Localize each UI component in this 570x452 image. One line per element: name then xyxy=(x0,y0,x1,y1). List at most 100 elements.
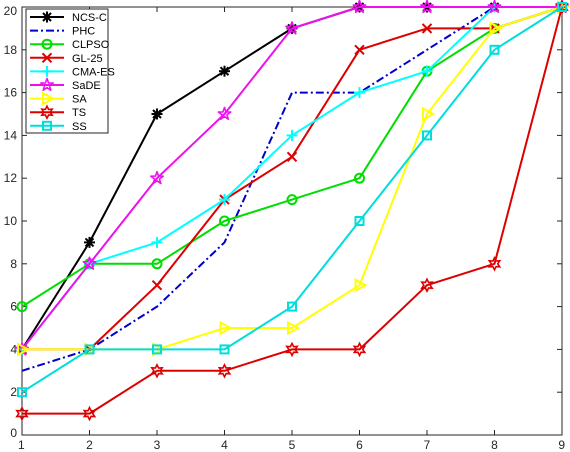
legend-marker xyxy=(40,104,54,121)
data-point-marker xyxy=(489,44,500,55)
y-tick-label: 0 xyxy=(10,426,17,440)
series-line xyxy=(21,6,563,394)
x-tick-label: 7 xyxy=(424,438,431,452)
y-tick-label: 16 xyxy=(4,86,18,100)
data-point-marker xyxy=(422,106,436,122)
series-ts xyxy=(15,0,569,422)
legend-item: PHC xyxy=(30,26,95,38)
series-line xyxy=(21,6,562,372)
y-tick-label: 8 xyxy=(10,257,17,271)
legend-label: TS xyxy=(72,107,86,119)
legend-item: SS xyxy=(30,120,87,133)
data-point-marker xyxy=(421,65,433,77)
legend-item: SaDE xyxy=(30,77,101,92)
y-tick-label: 18 xyxy=(4,43,18,57)
series-line xyxy=(21,6,563,308)
x-tick-label: 2 xyxy=(86,438,93,452)
data-point-marker xyxy=(422,130,432,141)
data-point-marker xyxy=(17,387,27,398)
y-tick-label: 10 xyxy=(4,214,18,228)
legend-marker xyxy=(41,11,53,23)
data-point-marker xyxy=(151,279,163,291)
legend-label: SA xyxy=(72,94,87,106)
data-point-marker xyxy=(219,320,233,336)
x-tick-label: 8 xyxy=(491,438,498,452)
legend-label: GL-25 xyxy=(72,53,103,65)
legend-label: CLPSO xyxy=(72,39,110,51)
x-tick-label: 5 xyxy=(289,438,296,452)
data-point-marker xyxy=(287,301,297,312)
legend-marker xyxy=(40,77,54,92)
data-point-marker xyxy=(150,170,164,185)
data-point-marker xyxy=(487,0,502,14)
data-point-marker xyxy=(219,344,230,355)
data-point-marker xyxy=(555,0,569,15)
x-tick-label: 6 xyxy=(356,438,363,452)
legend-marker xyxy=(42,91,56,106)
y-tick-label: 14 xyxy=(4,128,18,142)
data-point-marker xyxy=(151,108,163,120)
legend-item: GL-25 xyxy=(30,52,103,65)
y-tick-labels: 0 2 4 6 8 10 12 14 16 18 20 xyxy=(4,4,18,440)
data-point-marker xyxy=(286,194,298,206)
x-tick-label: 9 xyxy=(558,438,565,452)
data-point-marker xyxy=(151,236,163,248)
legend-label: SaDE xyxy=(72,80,101,92)
x-tick-labels: 1 2 3 4 5 6 7 8 9 xyxy=(18,438,565,452)
data-point-marker xyxy=(219,65,230,77)
legend-item: TS xyxy=(30,104,86,121)
data-point-marker xyxy=(487,255,502,272)
data-point-marker xyxy=(287,320,301,336)
data-point-marker xyxy=(286,129,298,141)
legend-label: PHC xyxy=(72,26,95,38)
series-phc xyxy=(21,6,562,372)
data-point-marker xyxy=(352,341,367,358)
y-tick-label: 20 xyxy=(4,4,18,18)
y-tick-label: 4 xyxy=(10,342,17,356)
series-ss xyxy=(17,2,567,398)
legend-label: NCS-C xyxy=(72,12,107,24)
data-point-marker xyxy=(82,405,97,422)
data-point-marker xyxy=(354,87,365,99)
data-point-marker xyxy=(354,44,365,56)
data-point-marker xyxy=(286,151,298,163)
legend-item: CMA-ES xyxy=(30,65,115,78)
y-tick-label: 12 xyxy=(4,171,18,185)
data-point-marker xyxy=(354,278,368,293)
data-point-marker xyxy=(219,194,230,206)
data-point-marker xyxy=(150,362,164,379)
data-point-marker xyxy=(151,258,163,270)
data-point-marker xyxy=(557,2,567,12)
data-point-marker xyxy=(420,277,434,294)
legend-label: SS xyxy=(72,121,87,133)
legend-marker xyxy=(41,65,53,77)
series-group xyxy=(15,0,570,422)
x-tick-label: 3 xyxy=(154,438,161,452)
data-point-marker xyxy=(421,23,433,34)
x-tick-label: 4 xyxy=(221,438,228,452)
data-point-marker xyxy=(219,215,230,227)
data-point-marker xyxy=(352,0,367,14)
data-point-marker xyxy=(217,362,232,379)
legend-item: SA xyxy=(30,91,87,106)
legend-marker xyxy=(42,120,52,131)
data-point-marker xyxy=(285,21,299,35)
legend-label: CMA-ES xyxy=(72,66,115,78)
data-point-marker xyxy=(16,301,28,313)
data-point-marker xyxy=(420,0,434,14)
data-point-marker xyxy=(217,106,232,121)
data-point-marker xyxy=(84,344,95,355)
data-point-marker xyxy=(354,172,365,184)
series-line xyxy=(21,6,562,351)
legend-marker xyxy=(41,52,53,64)
data-point-marker xyxy=(354,216,365,226)
y-tick-label: 6 xyxy=(10,300,17,314)
y-tick-label: 2 xyxy=(10,385,17,399)
data-point-marker xyxy=(82,256,97,270)
data-point-marker xyxy=(285,341,299,358)
legend-item: CLPSO xyxy=(30,38,110,51)
data-point-marker xyxy=(84,236,95,248)
